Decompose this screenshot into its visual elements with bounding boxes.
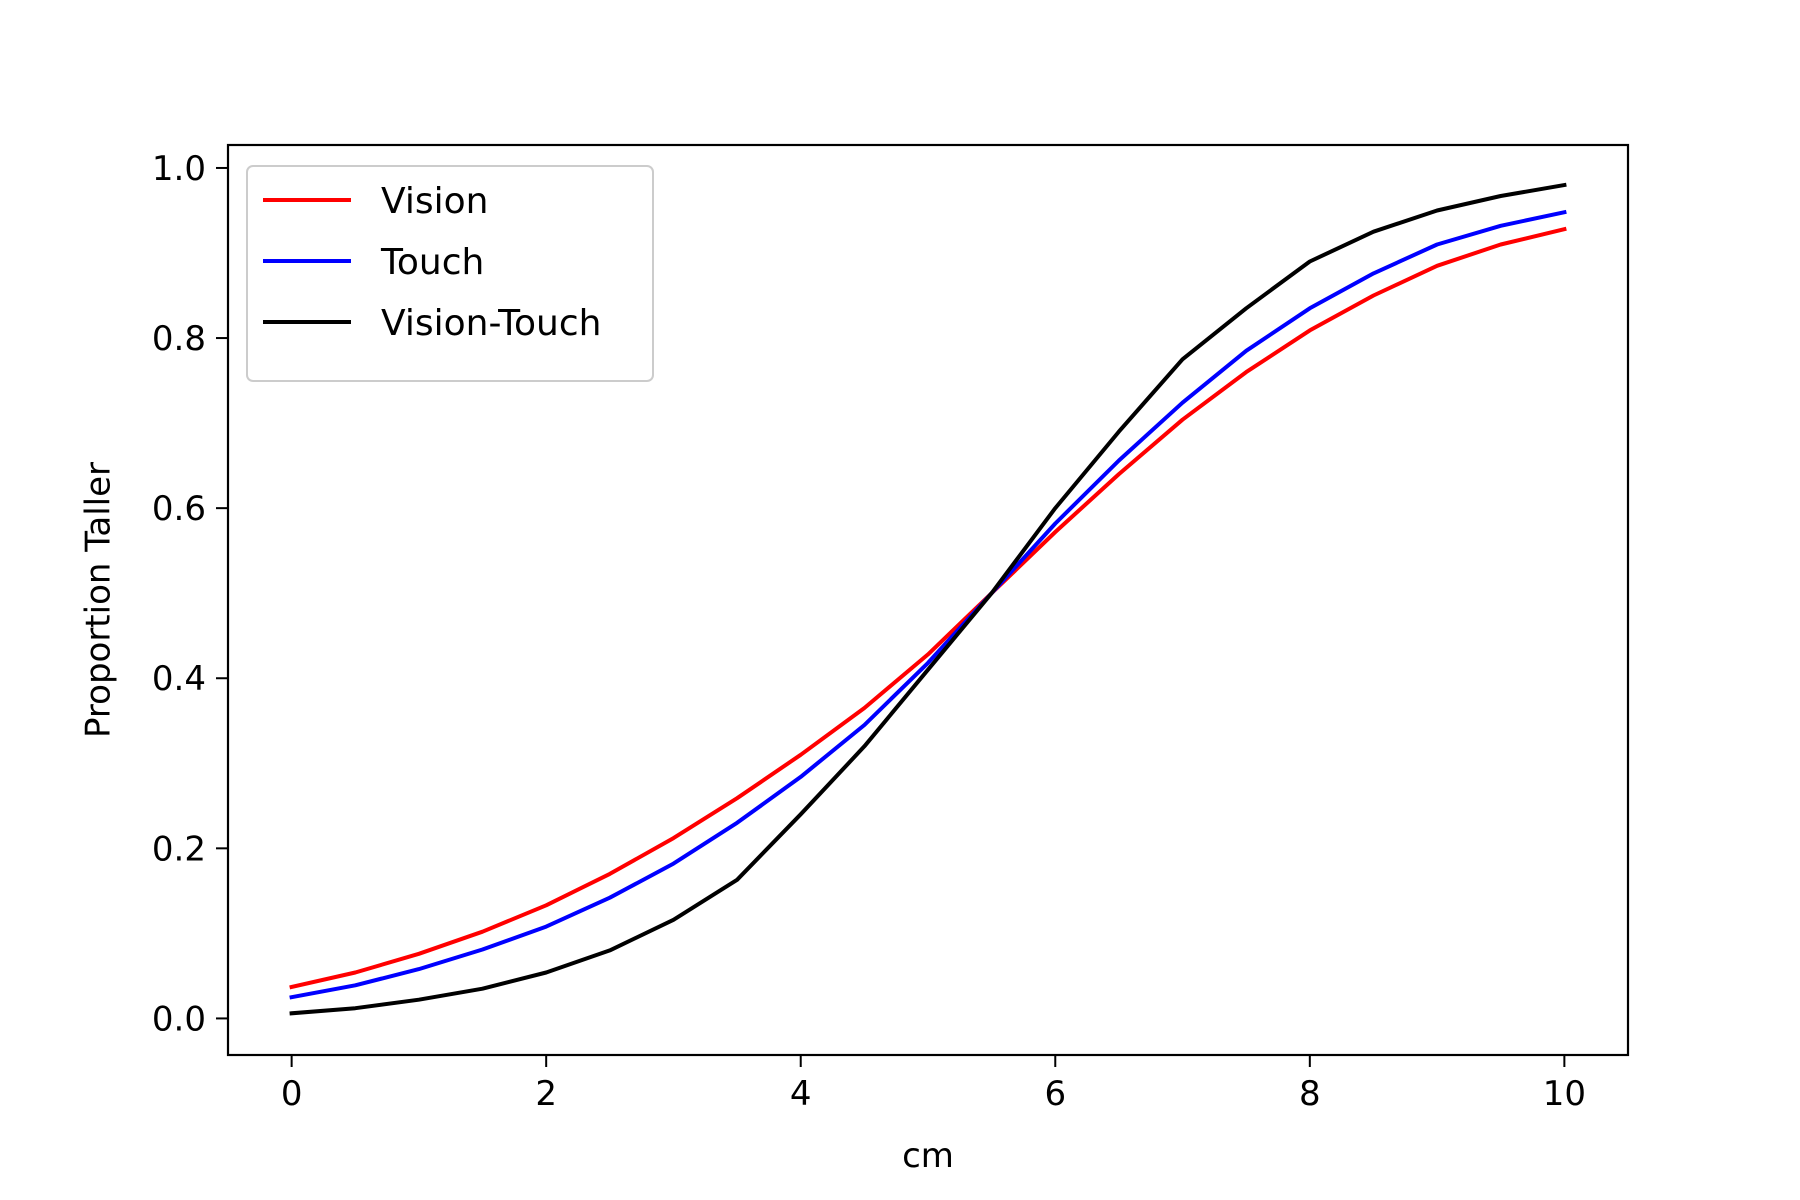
series-line-3 [289, 182, 1567, 1016]
y-tick-label-1: 0.2 [152, 829, 206, 869]
plot-frame [226, 143, 1630, 1057]
series-layer [289, 182, 1567, 1016]
legend-label-2: Touch [380, 242, 484, 283]
x-tick-label-0: 0 [281, 1074, 303, 1114]
legend-label-3: Vision-Touch [381, 303, 601, 344]
y-tick-label-4: 0.8 [152, 319, 206, 359]
y-tick-label-3: 0.6 [152, 489, 206, 529]
y-tick-label-2: 0.4 [152, 659, 206, 699]
y-tick-label-0: 0.0 [152, 999, 206, 1039]
axes-layer: 0 2 4 6 8 10 0.0 0.2 0.4 0.6 0.8 1.0 [152, 143, 1630, 1114]
x-tick-label-3: 6 [1044, 1074, 1066, 1114]
series-line-2 [289, 209, 1567, 1000]
x-tick-label-1: 2 [535, 1074, 557, 1114]
y-axis-title: Proportion Taller [79, 462, 119, 738]
x-tick-label-4: 8 [1299, 1074, 1321, 1114]
x-axis-title: cm [902, 1136, 954, 1176]
legend-box [246, 165, 654, 382]
x-tick-label-5: 10 [1543, 1074, 1586, 1114]
legend-label-1: Vision [381, 181, 488, 222]
y-tick-label-5: 1.0 [152, 149, 206, 189]
legend: Vision Touch Vision-Touch [246, 165, 654, 382]
series-line-1 [289, 226, 1567, 990]
x-tick-label-2: 4 [790, 1074, 812, 1114]
